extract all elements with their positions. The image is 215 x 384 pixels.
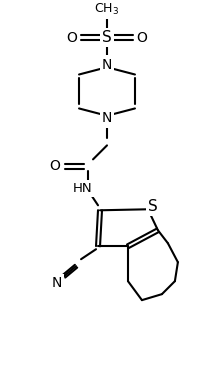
Text: N: N <box>52 276 62 290</box>
Text: O: O <box>67 31 77 45</box>
Text: O: O <box>50 159 60 173</box>
Text: N: N <box>102 111 112 126</box>
Text: HN: HN <box>73 182 93 195</box>
Text: S: S <box>102 30 112 45</box>
Text: N: N <box>102 58 112 71</box>
Text: CH$_3$: CH$_3$ <box>94 2 120 17</box>
Text: O: O <box>137 31 147 45</box>
Text: S: S <box>148 199 158 214</box>
